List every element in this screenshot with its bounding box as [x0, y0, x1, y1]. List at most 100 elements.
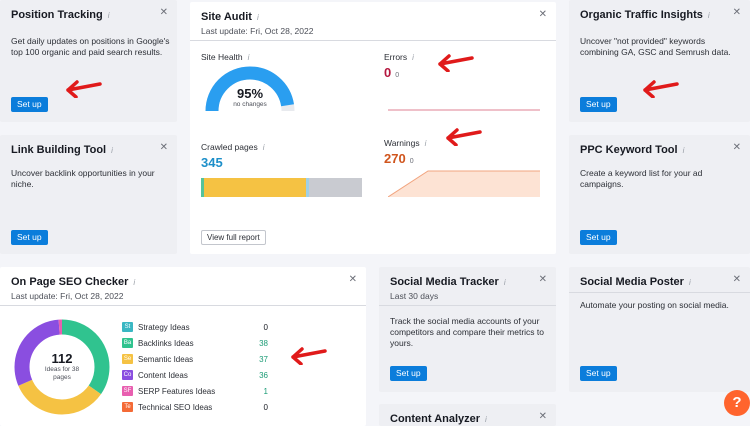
idea-count[interactable]: 1 [263, 387, 268, 396]
idea-count[interactable]: 38 [259, 339, 268, 348]
info-icon[interactable]: i [247, 53, 250, 62]
card-title: Social Media Poster i [580, 276, 691, 288]
card-title: On Page SEO Checker i [11, 276, 136, 288]
close-icon[interactable]: ✕ [159, 7, 168, 18]
red-arrow-icon [643, 80, 679, 98]
list-item[interactable]: SF SERP Features Ideas 1 [122, 386, 272, 398]
idea-name[interactable]: Semantic Ideas [138, 355, 194, 364]
bar-segment-healthy [201, 178, 204, 197]
idea-count[interactable]: 36 [259, 371, 268, 380]
card-title: PPC Keyword Tool i [580, 144, 685, 156]
divider [569, 292, 750, 293]
info-icon[interactable]: i [424, 139, 427, 148]
site-health-change: no changes [233, 101, 267, 108]
idea-type-badge: Te [122, 402, 133, 412]
card-title: Site Audit i [201, 11, 259, 23]
idea-type-badge: St [122, 322, 133, 332]
social-media-poster-card: Social Media Poster i ✕ Automate your pos… [569, 267, 750, 392]
card-title: Social Media Tracker i [390, 276, 506, 288]
close-icon[interactable]: ✕ [732, 7, 741, 18]
ideas-total: 112 [51, 351, 73, 366]
red-arrow-icon [438, 54, 474, 72]
last-update: Last update: Fri, Oct 28, 2022 [11, 291, 124, 301]
list-item[interactable]: St Strategy Ideas 0 [122, 322, 272, 334]
errors-trend-line [388, 109, 540, 111]
crawled-pages-bar [201, 178, 362, 197]
red-arrow-icon [66, 80, 102, 98]
card-description: Uncover backlink opportunities in your n… [11, 168, 155, 189]
info-icon[interactable]: i [707, 11, 710, 20]
list-item[interactable]: Se Semantic Ideas 37 [122, 354, 272, 366]
site-health-gauge [205, 66, 295, 112]
close-icon[interactable]: ✕ [538, 411, 547, 422]
card-description: Track the social media accounts of your … [390, 316, 545, 348]
ppc-keyword-tool-card: PPC Keyword Tool i ✕ Create a keyword lis… [569, 135, 750, 254]
setup-button[interactable]: Set up [580, 366, 617, 381]
setup-button[interactable]: Set up [390, 366, 427, 381]
site-health-label: Site Health i [201, 52, 250, 62]
close-icon[interactable]: ✕ [732, 274, 741, 285]
idea-count[interactable]: 0 [263, 323, 268, 332]
idea-name[interactable]: Content Ideas [138, 371, 188, 380]
list-item[interactable]: Ba Backlinks Ideas 38 [122, 338, 272, 350]
idea-type-badge: Se [122, 354, 133, 364]
info-icon[interactable]: i [133, 278, 136, 287]
info-icon[interactable]: i [412, 53, 414, 62]
close-icon[interactable]: ✕ [159, 142, 168, 153]
info-icon[interactable]: i [503, 278, 506, 287]
list-item[interactable]: Co Content Ideas 36 [122, 370, 272, 382]
close-icon[interactable]: ✕ [732, 142, 741, 153]
content-analyzer-card: Content Analyzer i ✕ [379, 404, 556, 426]
on-page-seo-checker-card: On Page SEO Checker i ✕ Last update: Fri,… [0, 267, 366, 426]
card-title: Organic Traffic Insights i [580, 9, 710, 21]
card-title: Content Analyzer i [390, 413, 487, 425]
close-icon[interactable]: ✕ [348, 274, 357, 285]
site-health-value: 95% [236, 86, 264, 101]
bar-segment-issues [204, 178, 306, 197]
site-audit-card: Site Audit i ✕ Last update: Fri, Oct 28, … [190, 2, 556, 254]
idea-count[interactable]: 37 [259, 355, 268, 364]
warnings-label: Warnings i [384, 138, 427, 148]
setup-button[interactable]: Set up [11, 230, 48, 245]
link-building-tool-card: Link Building Tool i ✕ Uncover backlink o… [0, 135, 177, 254]
divider [190, 40, 556, 41]
info-icon[interactable]: i [256, 13, 259, 22]
red-arrow-icon [291, 347, 327, 365]
red-arrow-icon [446, 128, 482, 146]
setup-button[interactable]: Set up [580, 230, 617, 245]
info-icon[interactable]: i [688, 278, 691, 287]
info-icon[interactable]: i [485, 415, 487, 424]
info-icon[interactable]: i [107, 11, 110, 20]
idea-type-badge: Ba [122, 338, 133, 348]
close-icon[interactable]: ✕ [538, 274, 547, 285]
warnings-value: 270 0 [384, 151, 414, 166]
setup-button[interactable]: Set up [11, 97, 48, 112]
close-icon[interactable]: ✕ [538, 9, 547, 20]
info-icon[interactable]: i [111, 146, 113, 155]
view-full-report-button[interactable]: View full report [201, 230, 266, 245]
crawled-pages-value: 345 [201, 155, 223, 170]
list-item[interactable]: Te Technical SEO Ideas 0 [122, 402, 272, 414]
idea-name[interactable]: Backlinks Ideas [138, 339, 194, 348]
help-button[interactable]: ? [724, 390, 750, 416]
card-description: Uncover "not provided" keywords combinin… [580, 36, 731, 57]
card-title: Position Tracking i [11, 9, 110, 21]
bar-segment-other [309, 178, 362, 197]
idea-name[interactable]: Technical SEO Ideas [138, 403, 213, 412]
last-update: Last update: Fri, Oct 28, 2022 [201, 26, 314, 36]
idea-name[interactable]: SERP Features Ideas [138, 387, 216, 396]
divider [379, 305, 556, 306]
bar-segment-redirects [306, 178, 309, 197]
organic-traffic-insights-card: Organic Traffic Insights i ✕ Uncover "not… [569, 0, 750, 122]
warnings-trend-area [388, 170, 540, 197]
idea-name[interactable]: Strategy Ideas [138, 323, 190, 332]
card-description: Get daily updates on positions in Google… [11, 36, 170, 57]
position-tracking-card: Position Tracking i ✕ Get daily updates o… [0, 0, 177, 122]
info-icon[interactable]: i [262, 143, 265, 152]
info-icon[interactable]: i [682, 146, 685, 155]
idea-type-badge: SF [122, 386, 133, 396]
idea-count[interactable]: 0 [263, 403, 268, 412]
errors-label: Errors i [384, 52, 414, 62]
setup-button[interactable]: Set up [580, 97, 617, 112]
